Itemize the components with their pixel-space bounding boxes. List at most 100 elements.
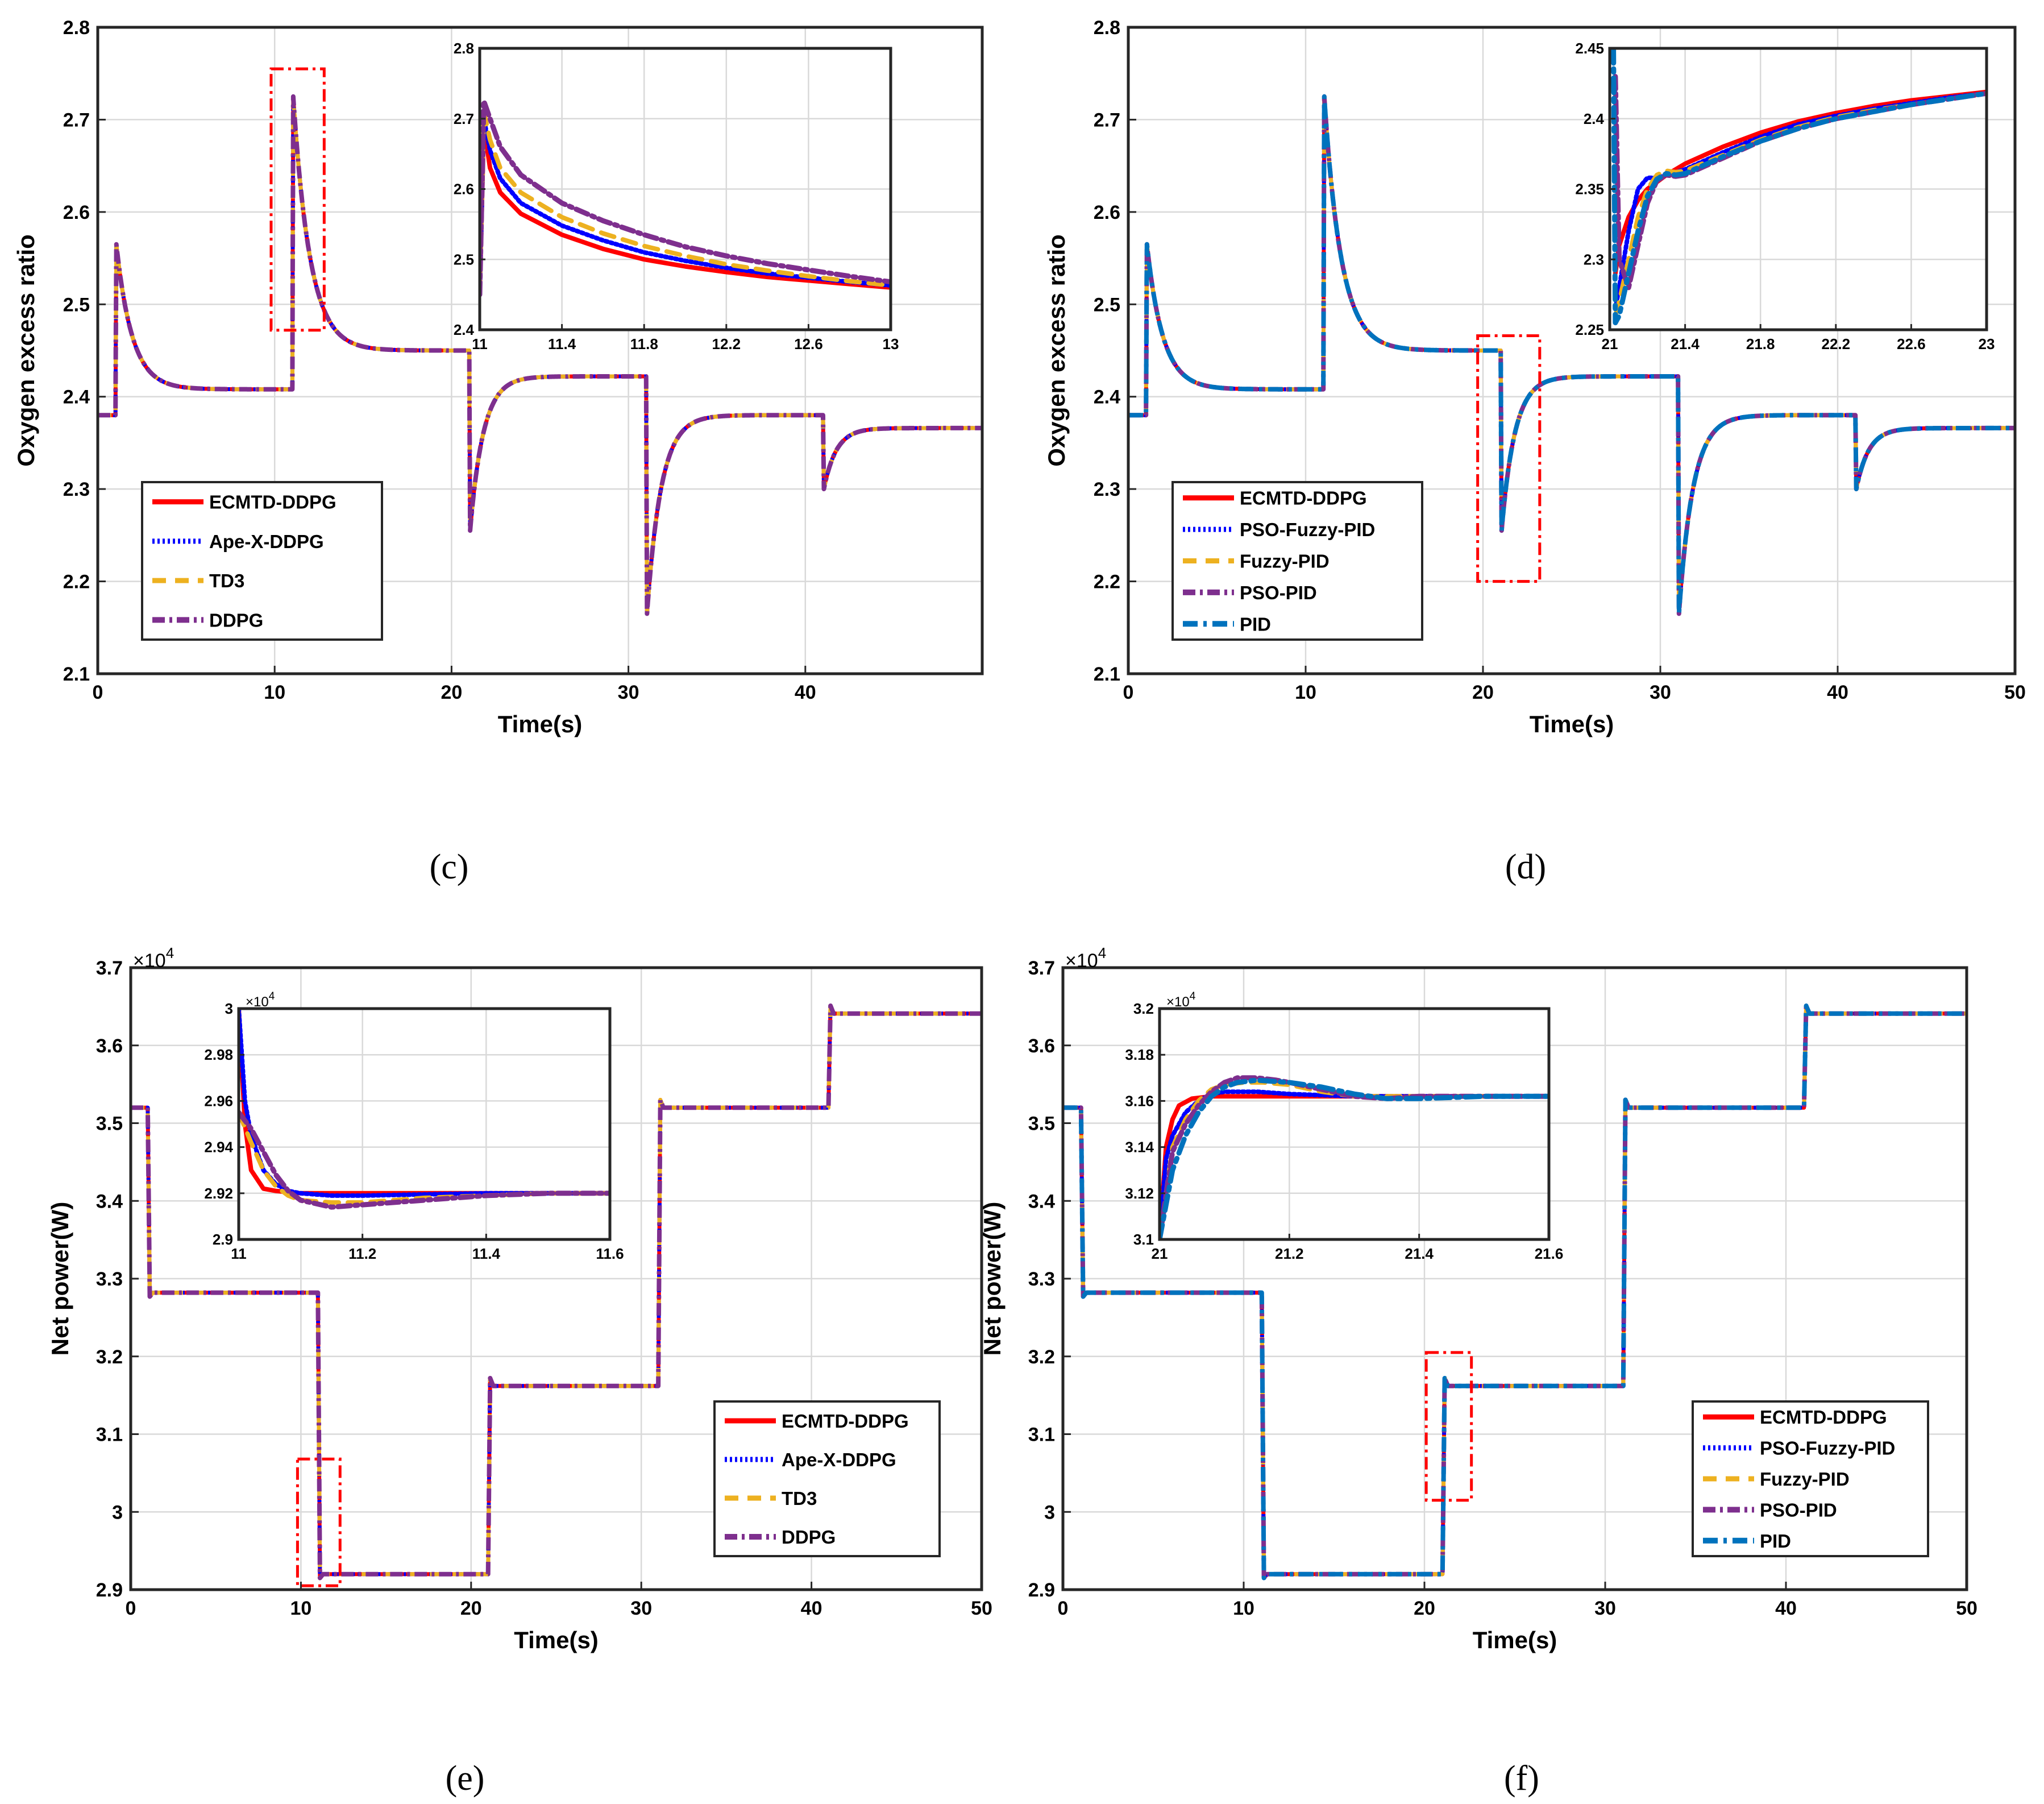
- x-axis-label: Time(s): [1530, 711, 1614, 737]
- legend: ECMTD-DDPG Ape-X-DDPG TD3 DDPG: [141, 481, 383, 641]
- x-tick-label: 10: [290, 1598, 311, 1619]
- x-tick-label: 30: [1594, 1598, 1616, 1619]
- inset-x-tick-label: 12.2: [712, 335, 741, 352]
- legend-label: ECMTD-DDPG: [209, 492, 336, 513]
- inset-y-tick-label: 2.3: [1584, 251, 1604, 268]
- y-axis-multiplier: ×104: [133, 944, 174, 972]
- inset-series-line-ddpg: [480, 98, 891, 297]
- inset-y-tick-label: 2.35: [1575, 181, 1604, 198]
- legend: ECMTD-DDPG PSO-Fuzzy-PID Fuzzy-PID PSO-PID P…: [1692, 1400, 1929, 1557]
- panel-caption: (f): [1504, 1759, 1539, 1798]
- y-tick-label: 2.2: [63, 571, 90, 593]
- inset-series-line-pid: [1611, 48, 1987, 326]
- x-tick-label: 0: [1123, 682, 1134, 703]
- chart-panel-d: 0 10 20 30 40 50 2.1 2.2 2.3 2.4 2.5 2.6 2.7 2.8 Time(…: [1043, 17, 2026, 886]
- series-line-pid: [1063, 1003, 1967, 1581]
- inset-chart: 21 21.2 21.4 21.6 3.1 3.12 3.14 3.16 3.18 3.2 ×104: [1125, 990, 1563, 1262]
- legend-label: PSO-Fuzzy-PID: [1240, 519, 1375, 540]
- inset-x-tick-label: 11.8: [630, 335, 658, 352]
- inset-series-line-ecmtd-ddpg: [480, 123, 891, 297]
- x-tick-label: 40: [801, 1598, 822, 1619]
- x-tick-label: 40: [1775, 1598, 1797, 1619]
- axes-box: [1127, 26, 2017, 675]
- inset-y-tick-label: 3.16: [1125, 1092, 1154, 1109]
- y-tick-label: 3.5: [1028, 1113, 1055, 1135]
- legend-label: Fuzzy-PID: [1760, 1469, 1850, 1490]
- inset-axes-box: [1158, 1007, 1551, 1241]
- y-tick-label: 3.7: [1028, 957, 1055, 979]
- y-axis-label: Net power(W): [47, 1202, 73, 1356]
- x-tick-label: 30: [630, 1598, 652, 1619]
- y-tick-label: 2.7: [63, 109, 90, 131]
- inset-background: [1160, 1009, 1549, 1239]
- inset-x-tick-label: 22.2: [1821, 335, 1850, 352]
- series-line-pid: [1128, 94, 2015, 616]
- y-tick-label: 3.6: [1028, 1035, 1055, 1057]
- zoom-highlight-box: [1424, 1351, 1473, 1502]
- inset-y-axis-multiplier: ×104: [246, 990, 275, 1010]
- inset-series-line-td3: [480, 109, 891, 297]
- x-axis-label: Time(s): [498, 711, 583, 737]
- x-tick-label: 40: [795, 682, 816, 703]
- y-tick-label: 2.5: [1094, 294, 1120, 316]
- legend-label: Ape-X-DDPG: [782, 1449, 896, 1470]
- y-tick-label: 3: [1044, 1502, 1055, 1523]
- inset-series-line-pid: [1160, 1077, 1549, 1239]
- inset-x-tick-label: 12.6: [794, 335, 823, 352]
- inset-x-tick-label: 21.6: [1535, 1245, 1564, 1262]
- panel-caption: (e): [446, 1759, 485, 1798]
- inset-y-tick-label: 3.14: [1125, 1139, 1154, 1156]
- inset-background: [239, 1009, 610, 1239]
- panel-caption: (c): [430, 848, 469, 886]
- inset-x-tick-label: 21: [1602, 335, 1618, 352]
- inset-x-tick-label: 11.6: [596, 1245, 624, 1262]
- series-line-ddpg: [131, 1003, 982, 1581]
- y-tick-label: 3.5: [96, 1113, 123, 1135]
- x-tick-label: 20: [1472, 682, 1494, 703]
- y-tick-label: 3: [112, 1502, 123, 1523]
- inset-y-tick-label: 3.12: [1125, 1185, 1154, 1202]
- inset-y-tick-label: 2.98: [204, 1046, 233, 1063]
- inset-x-tick-label: 21.4: [1671, 335, 1700, 352]
- inset-y-tick-label: 2.7: [454, 110, 474, 127]
- legend-label: PID: [1240, 613, 1271, 634]
- inset-y-axis-multiplier: ×104: [1166, 990, 1196, 1010]
- y-tick-label: 2.3: [1094, 479, 1120, 500]
- y-tick-label: 2.8: [63, 17, 90, 39]
- x-tick-label: 30: [618, 682, 639, 703]
- inset-y-tick-label: 2.4: [1584, 110, 1605, 127]
- legend-box: [141, 481, 383, 641]
- y-tick-label: 3.2: [1028, 1346, 1055, 1368]
- legend-label: PID: [1760, 1531, 1791, 1552]
- x-tick-label: 0: [93, 682, 103, 703]
- legend-label: Fuzzy-PID: [1240, 551, 1330, 572]
- legend-label: PSO-PID: [1760, 1499, 1837, 1520]
- legend-label: DDPG: [209, 609, 263, 631]
- y-tick-label: 2.8: [1094, 17, 1120, 39]
- y-tick-label: 2.1: [1094, 663, 1120, 685]
- legend-box: [713, 1400, 941, 1557]
- x-axis-label: Time(s): [1473, 1627, 1557, 1653]
- x-tick-label: 50: [1956, 1598, 1977, 1619]
- x-tick-label: 0: [1058, 1598, 1069, 1619]
- inset-y-tick-label: 2.5: [454, 251, 474, 268]
- inset-y-tick-label: 2.9: [213, 1231, 233, 1248]
- y-tick-label: 3.4: [1028, 1191, 1055, 1212]
- legend: ECMTD-DDPG PSO-Fuzzy-PID Fuzzy-PID PSO-PID P…: [1171, 481, 1423, 641]
- y-axis-label: Oxygen excess ratio: [1043, 234, 1070, 467]
- inset-y-tick-label: 3: [225, 1000, 233, 1017]
- x-tick-label: 10: [1295, 682, 1316, 703]
- legend-label: PSO-PID: [1240, 582, 1317, 603]
- legend: ECMTD-DDPG Ape-X-DDPG TD3 DDPG: [713, 1400, 941, 1557]
- inset-y-tick-label: 2.6: [454, 181, 474, 198]
- zoom-highlight-box: [1476, 334, 1542, 583]
- x-tick-label: 20: [1414, 1598, 1435, 1619]
- inset-x-tick-label: 11.4: [548, 335, 576, 352]
- y-tick-label: 2.7: [1094, 109, 1120, 131]
- legend-label: ECMTD-DDPG: [1760, 1407, 1887, 1428]
- legend-label: TD3: [209, 570, 244, 591]
- inset-x-tick-label: 23: [1979, 335, 1995, 352]
- inset-series-line-ddpg: [239, 1110, 610, 1210]
- x-axis-label: Time(s): [514, 1627, 599, 1653]
